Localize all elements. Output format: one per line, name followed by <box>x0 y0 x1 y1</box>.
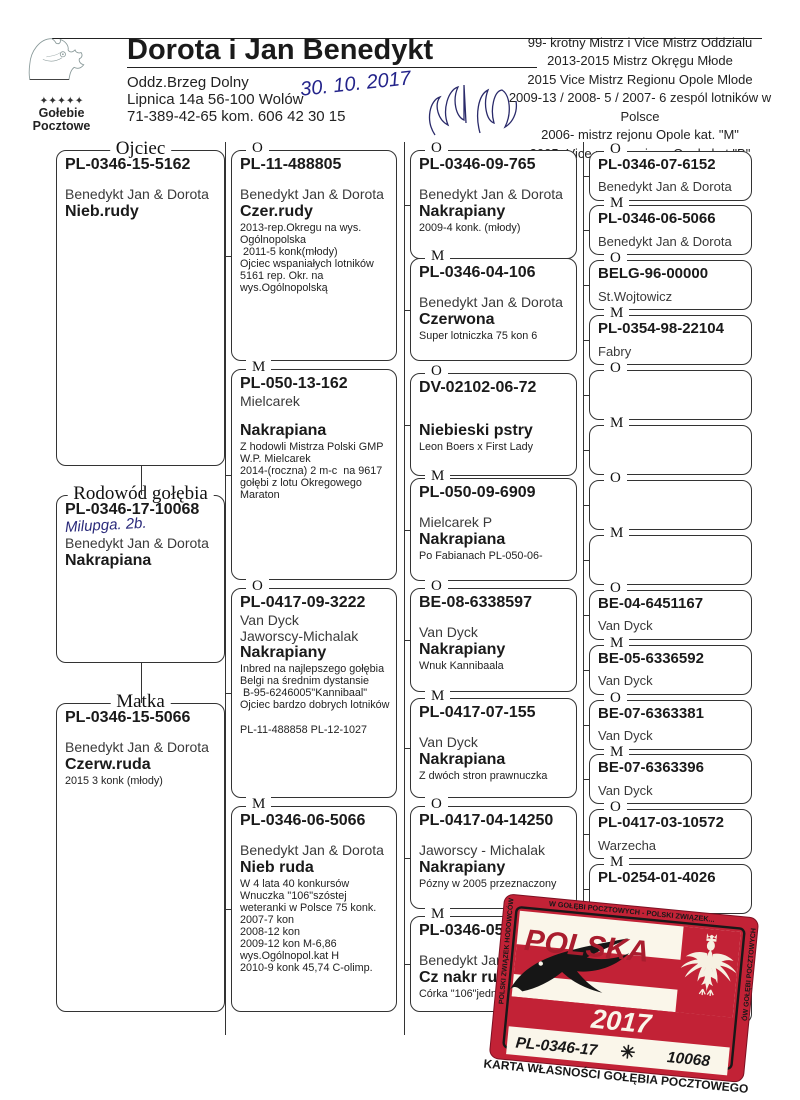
svg-text:✳: ✳ <box>619 1042 636 1063</box>
svg-text:2017: 2017 <box>589 1004 655 1040</box>
